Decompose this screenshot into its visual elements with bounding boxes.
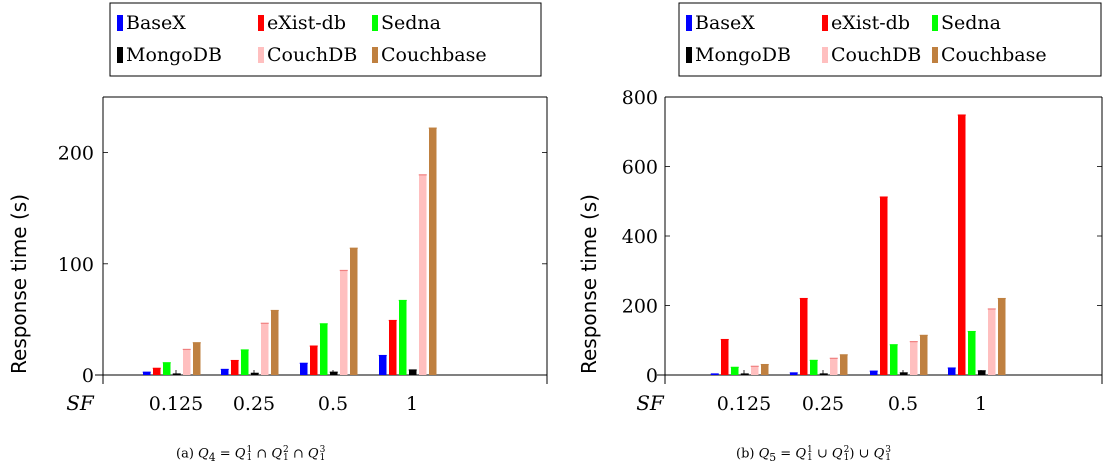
chart2-bar-exist-db: [880, 197, 888, 375]
chart1-bar-mongodb: [409, 369, 417, 375]
chart2-legend-swatch-sedna: [932, 15, 938, 31]
chart2-y-tick-label: 800: [622, 87, 658, 109]
chart2-bar-couchdb: [751, 366, 759, 375]
chart1-y-axis-label: Response time (s): [7, 194, 31, 374]
chart1-legend-label-exist-db: eXist-db: [267, 12, 346, 34]
chart2-bar-couchbase: [920, 335, 928, 375]
chart1-bar-couchdb: [183, 349, 191, 375]
chart1-bar-exist-db: [310, 346, 318, 375]
chart2-x-tick-label: 0.5: [888, 393, 918, 415]
chart1-x-tick-label: 1: [406, 393, 418, 415]
chart1-legend-label-couchdb: CouchDB: [267, 44, 357, 66]
chart1-legend-label-couchbase: Couchbase: [381, 44, 487, 66]
chart1-bar-exist-db: [389, 320, 397, 375]
chart1-legend-label-sedna: Sedna: [381, 12, 441, 34]
chart1-bar-mongodb: [251, 373, 259, 375]
chart1-y-tick-label: 100: [58, 254, 94, 276]
chart2-bar-exist-db: [800, 298, 808, 375]
chart2-bar-couchdb: [988, 308, 996, 375]
chart2-bar-basex: [948, 368, 956, 375]
chart1-x-axis-prefix: SF: [66, 391, 95, 415]
chart1-bar-couchdb: [261, 323, 269, 375]
chart2-legend-box: [678, 2, 1102, 77]
chart2-bar-exist-db: [721, 339, 729, 375]
chart2-legend-swatch-couchbase: [932, 47, 938, 63]
chart2-bar-couchbase: [840, 354, 848, 375]
chart2-bar-couchbase: [998, 298, 1006, 375]
chart1-legend-box: [109, 2, 542, 77]
chart2-y-tick-label: 200: [622, 296, 658, 318]
chart1-legend-label-mongodb: MongoDB: [126, 44, 222, 66]
chart2-legend-label-couchdb: CouchDB: [831, 44, 921, 66]
chart2-y-axis-label: Response time (s): [577, 194, 601, 374]
chart2-bar-sedna: [731, 367, 739, 375]
chart2-y-tick-label: 0: [646, 365, 658, 387]
chart2-y-tick-label: 400: [622, 226, 658, 248]
chart2-bar-mongodb: [978, 370, 986, 375]
chart2-legend-swatch-mongodb: [686, 47, 692, 63]
chart2-x-axis-prefix: SF: [636, 391, 665, 415]
chart2-bar-mongodb: [900, 372, 908, 375]
chart1-bar-couchdb: [340, 270, 348, 375]
chart1-bar-couchbase: [193, 342, 201, 375]
chart1-legend-swatch-mongodb: [117, 47, 123, 63]
chart2-legend-swatch-couchdb: [822, 47, 828, 63]
chart1-y-tick-label: 0: [82, 365, 94, 387]
chart2-bar-sedna: [810, 360, 818, 375]
chart2-legend-label-exist-db: eXist-db: [831, 12, 910, 34]
chart1-legend-swatch-couchdb: [258, 47, 264, 63]
chart2-legend-label-couchbase: Couchbase: [941, 44, 1047, 66]
chart1-bar-basex: [143, 372, 151, 375]
chart2-bar-couchdb: [910, 341, 918, 375]
chart1-bar-sedna: [241, 349, 249, 375]
chart1-legend-label-basex: BaseX: [126, 12, 186, 34]
chart2-x-tick-label: 1: [975, 393, 987, 415]
chart1-bar-mongodb: [330, 372, 338, 375]
chart1-legend-swatch-couchbase: [372, 47, 378, 63]
chart1-x-tick-label: 0.125: [149, 393, 203, 415]
chart1-bar-basex: [221, 369, 229, 375]
chart1-bar-couchbase: [350, 248, 358, 375]
chart2-legend-swatch-exist-db: [822, 15, 828, 31]
chart2-x-tick-label: 0.125: [717, 393, 771, 415]
chart1-legend-swatch-sedna: [372, 15, 378, 31]
chart1-bar-sedna: [163, 362, 171, 375]
chart1-legend-swatch-basex: [117, 15, 123, 31]
chart1-bar-sedna: [399, 300, 407, 375]
chart1-x-tick-label: 0.5: [318, 393, 348, 415]
chart2-legend-label-mongodb: MongoDB: [695, 44, 791, 66]
chart2-bar-sedna: [890, 344, 898, 375]
chart1-bar-exist-db: [231, 360, 239, 375]
chart1-bar-basex: [300, 363, 308, 375]
chart2-bar-exist-db: [958, 115, 966, 375]
chart1-legend-swatch-exist-db: [258, 15, 264, 31]
chart2-x-tick-label: 0.25: [802, 393, 844, 415]
chart2-bar-couchbase: [761, 364, 769, 375]
chart2-legend-label-sedna: Sedna: [941, 12, 1001, 34]
chart2-bar-basex: [870, 371, 878, 375]
chart2-bar-couchdb: [830, 358, 838, 375]
chart1-bar-basex: [379, 355, 387, 375]
chart1-bar-couchbase: [429, 128, 437, 375]
chart1-bar-couchdb: [419, 174, 427, 375]
chart1-y-tick-label: 200: [58, 143, 94, 165]
chart1-bar-exist-db: [153, 368, 161, 375]
chart2-legend-swatch-basex: [686, 15, 692, 31]
chart1-x-tick-label: 0.25: [233, 393, 275, 415]
chart1-bar-sedna: [320, 323, 328, 375]
chart2-y-tick-label: 600: [622, 157, 658, 179]
chart2-bar-sedna: [968, 331, 976, 375]
chart1-bar-couchbase: [271, 310, 279, 375]
chart2-bar-basex: [790, 372, 798, 375]
chart2-legend-label-basex: BaseX: [695, 12, 755, 34]
